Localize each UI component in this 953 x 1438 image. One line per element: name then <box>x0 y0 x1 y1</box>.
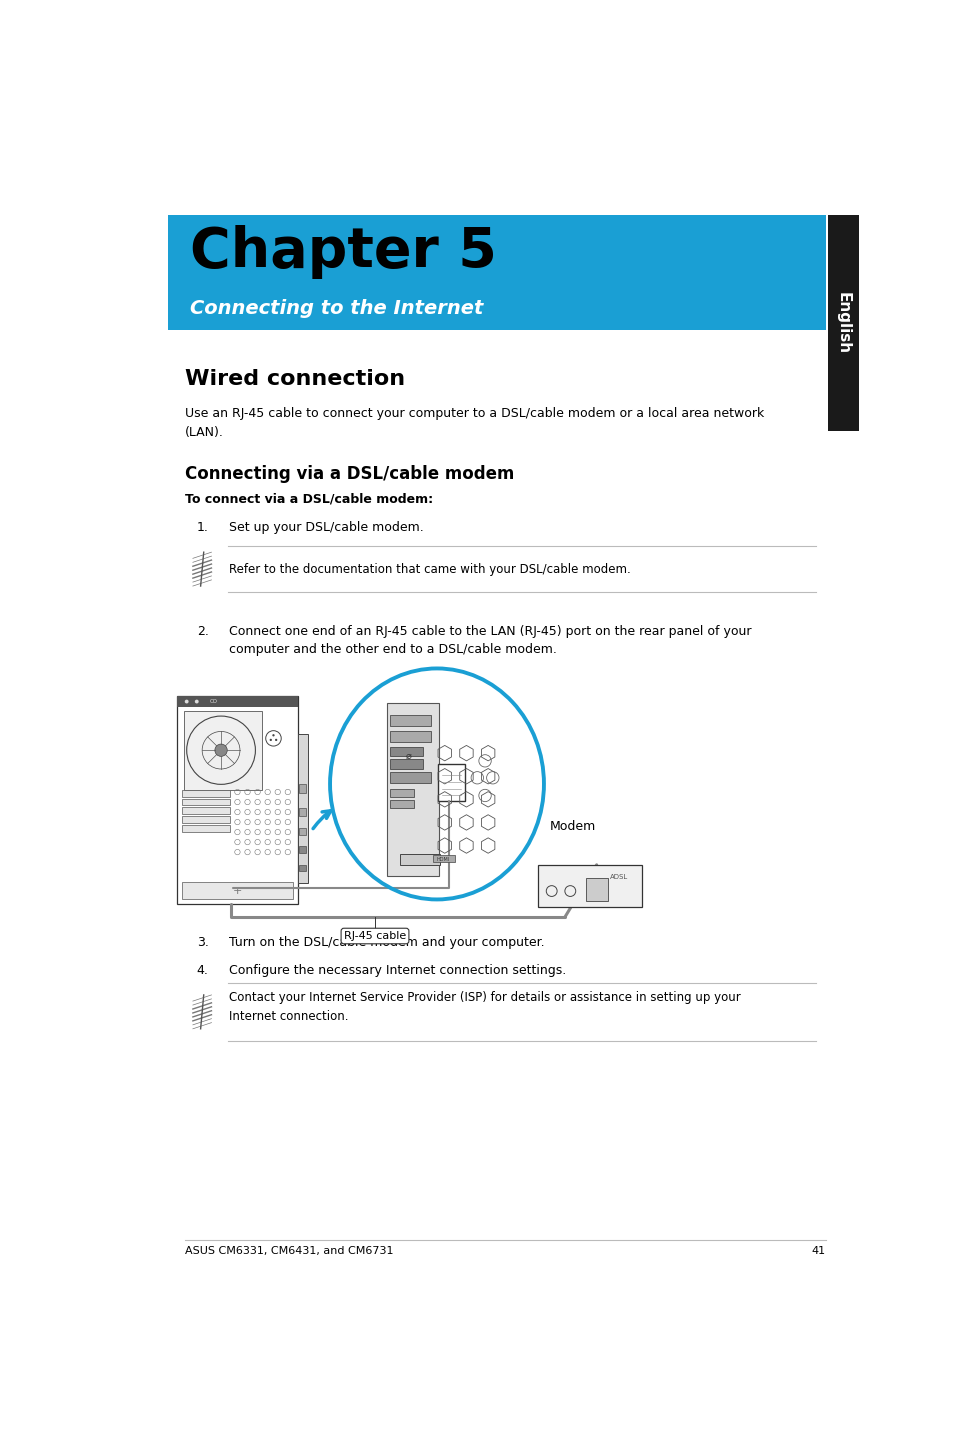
FancyBboxPatch shape <box>183 710 261 789</box>
FancyBboxPatch shape <box>437 764 464 801</box>
Text: Modem: Modem <box>550 820 596 833</box>
FancyBboxPatch shape <box>182 825 230 833</box>
Circle shape <box>272 735 274 736</box>
Text: +: + <box>233 886 242 896</box>
Circle shape <box>214 743 227 756</box>
FancyBboxPatch shape <box>298 846 306 853</box>
FancyBboxPatch shape <box>182 807 230 814</box>
Text: Wired connection: Wired connection <box>185 370 405 388</box>
Text: 4.: 4. <box>196 963 209 976</box>
FancyBboxPatch shape <box>390 759 422 768</box>
Text: Turn on the DSL/cable modem and your computer.: Turn on the DSL/cable modem and your com… <box>229 936 544 949</box>
Text: Contact your Internet Service Provider (ISP) for details or assistance in settin: Contact your Internet Service Provider (… <box>229 991 740 1022</box>
Circle shape <box>274 739 277 741</box>
Text: Connecting to the Internet: Connecting to the Internet <box>190 299 482 318</box>
Text: 3.: 3. <box>196 936 209 949</box>
Text: Use an RJ-45 cable to connect your computer to a DSL/cable modem or a local area: Use an RJ-45 cable to connect your compu… <box>185 407 763 439</box>
Ellipse shape <box>330 669 543 899</box>
FancyBboxPatch shape <box>390 731 431 742</box>
Text: HDMI: HDMI <box>436 857 450 861</box>
FancyBboxPatch shape <box>177 696 297 707</box>
FancyBboxPatch shape <box>827 214 858 430</box>
Text: Refer to the documentation that came with your DSL/cable modem.: Refer to the documentation that came wit… <box>229 562 630 575</box>
FancyBboxPatch shape <box>386 703 439 876</box>
FancyBboxPatch shape <box>298 828 306 835</box>
Text: ASUS CM6331, CM6431, and CM6731: ASUS CM6331, CM6431, and CM6731 <box>185 1245 394 1255</box>
FancyBboxPatch shape <box>182 798 230 805</box>
FancyBboxPatch shape <box>585 877 607 902</box>
Text: ⌀: ⌀ <box>405 751 411 761</box>
FancyBboxPatch shape <box>298 784 306 794</box>
Text: English: English <box>835 292 850 354</box>
FancyBboxPatch shape <box>390 800 414 808</box>
FancyBboxPatch shape <box>298 808 306 815</box>
Text: Connecting via a DSL/cable modem: Connecting via a DSL/cable modem <box>185 464 514 483</box>
FancyBboxPatch shape <box>399 854 439 864</box>
FancyBboxPatch shape <box>390 746 422 756</box>
FancyBboxPatch shape <box>390 789 414 797</box>
FancyBboxPatch shape <box>298 866 306 871</box>
Text: 1.: 1. <box>196 522 209 535</box>
Text: 41: 41 <box>811 1245 825 1255</box>
Text: CO: CO <box>210 699 217 705</box>
Text: Chapter 5: Chapter 5 <box>190 224 497 279</box>
FancyBboxPatch shape <box>177 696 297 905</box>
Text: ADSL: ADSL <box>610 874 628 880</box>
FancyBboxPatch shape <box>433 854 455 863</box>
FancyBboxPatch shape <box>297 733 307 883</box>
FancyBboxPatch shape <box>537 864 641 907</box>
Text: Configure the necessary Internet connection settings.: Configure the necessary Internet connect… <box>229 963 566 976</box>
FancyBboxPatch shape <box>390 716 431 726</box>
FancyBboxPatch shape <box>182 883 293 899</box>
Text: Connect one end of an RJ-45 cable to the LAN (RJ-45) port on the rear panel of y: Connect one end of an RJ-45 cable to the… <box>229 624 751 656</box>
Circle shape <box>194 700 198 703</box>
Text: To connect via a DSL/cable modem:: To connect via a DSL/cable modem: <box>185 492 433 505</box>
Text: Set up your DSL/cable modem.: Set up your DSL/cable modem. <box>229 522 423 535</box>
FancyBboxPatch shape <box>182 817 230 823</box>
Circle shape <box>185 700 189 703</box>
FancyBboxPatch shape <box>182 789 230 797</box>
Text: 2.: 2. <box>196 624 209 637</box>
Circle shape <box>270 739 272 741</box>
FancyBboxPatch shape <box>390 772 431 784</box>
Text: RJ-45 cable: RJ-45 cable <box>343 930 406 940</box>
FancyBboxPatch shape <box>168 214 825 331</box>
